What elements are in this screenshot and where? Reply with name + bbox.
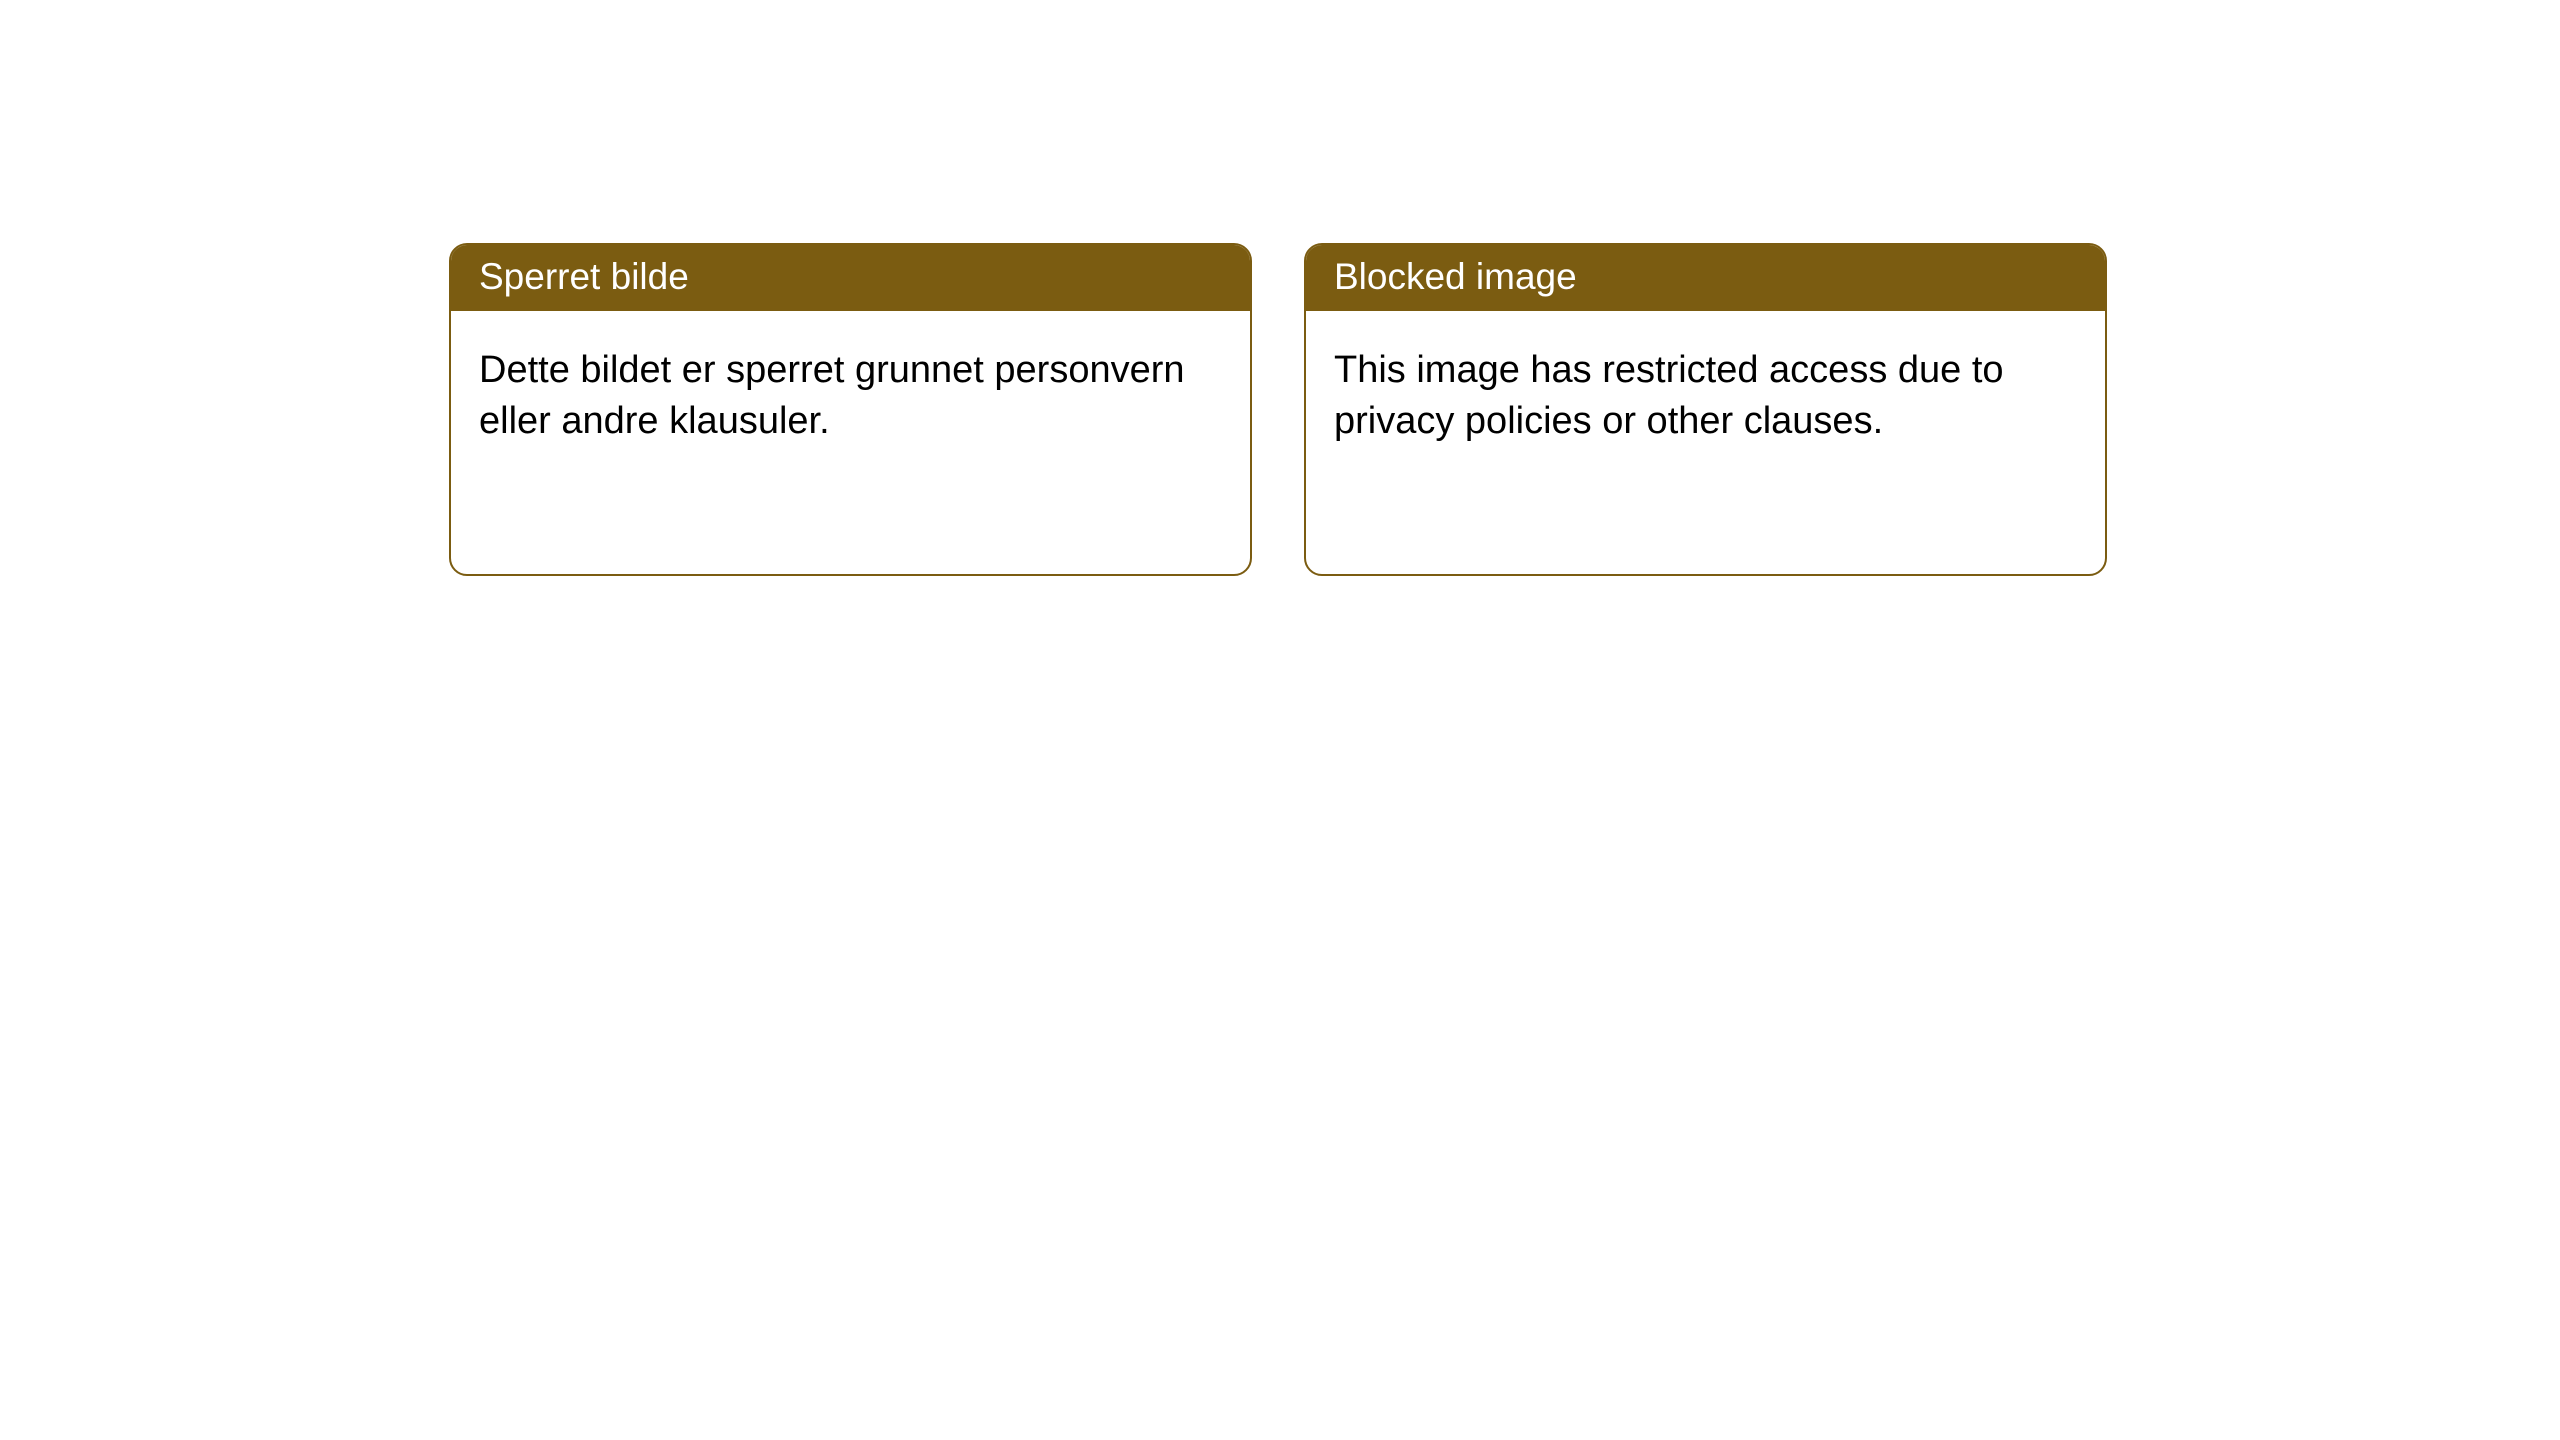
notice-header: Sperret bilde <box>451 245 1250 311</box>
notice-header: Blocked image <box>1306 245 2105 311</box>
notice-card-norwegian: Sperret bilde Dette bildet er sperret gr… <box>449 243 1252 576</box>
notice-body-text: Dette bildet er sperret grunnet personve… <box>479 349 1185 442</box>
notice-card-english: Blocked image This image has restricted … <box>1304 243 2107 576</box>
notice-cards-container: Sperret bilde Dette bildet er sperret gr… <box>0 0 2560 576</box>
notice-body: Dette bildet er sperret grunnet personve… <box>451 311 1250 482</box>
notice-body: This image has restricted access due to … <box>1306 311 2105 482</box>
notice-body-text: This image has restricted access due to … <box>1334 349 2004 442</box>
notice-title: Blocked image <box>1334 256 1577 297</box>
notice-title: Sperret bilde <box>479 256 689 297</box>
